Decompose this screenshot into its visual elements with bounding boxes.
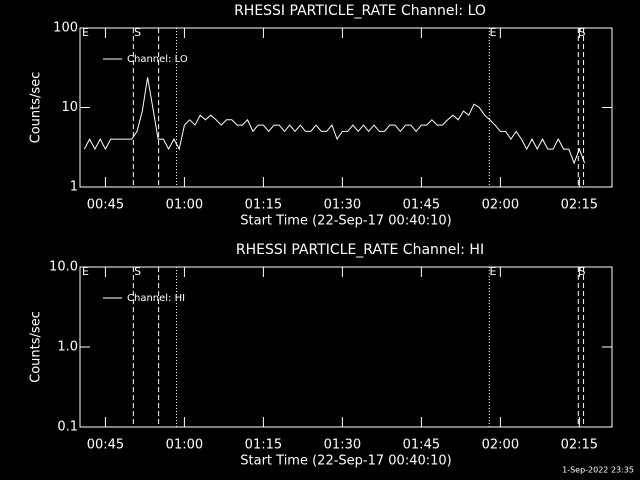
legend-label: Channel: HI	[127, 293, 185, 304]
plot-frame	[79, 27, 613, 188]
y-axis-label: Counts/sec	[29, 311, 44, 383]
x-tick-label: 02:15	[561, 198, 598, 213]
marker-label: E	[490, 265, 497, 278]
marker-label: S	[578, 26, 585, 39]
marker-label: S	[134, 265, 141, 278]
marker-label: E	[82, 265, 89, 278]
y-tick-label: 10.0	[49, 260, 78, 275]
marker-label: E	[490, 26, 497, 39]
x-tick-label: 01:45	[403, 198, 440, 213]
x-axis-label: Start Time (22-Sep-17 00:40:10)	[240, 214, 451, 229]
y-tick-label: 1.0	[57, 340, 78, 355]
x-tick-label: 01:15	[245, 198, 282, 213]
plot-frame	[79, 266, 613, 428]
chart-title: RHESSI PARTICLE_RATE Channel: HI	[236, 242, 484, 258]
y-axis-label: Counts/sec	[29, 72, 44, 144]
y-tick-label: 0.1	[57, 420, 78, 435]
footer: 1-Sep-2022 23:35	[562, 466, 634, 475]
legend-label: Channel: LO	[127, 54, 188, 65]
y-tick-label: 100	[53, 21, 78, 36]
x-tick-label: 01:30	[324, 438, 361, 453]
data-line	[83, 77, 586, 165]
chart-title: RHESSI PARTICLE_RATE Channel: LO	[234, 3, 486, 19]
x-tick-label: 01:00	[166, 198, 203, 213]
x-tick-label: 01:15	[245, 438, 282, 453]
y-tick-label: 1	[70, 180, 78, 195]
x-tick-label: 01:45	[403, 438, 440, 453]
x-tick-label: 02:00	[482, 438, 519, 453]
x-axis-label: Start Time (22-Sep-17 00:40:10)	[240, 454, 451, 469]
x-tick-label: 01:30	[324, 198, 361, 213]
x-tick-label: 00:45	[87, 438, 124, 453]
marker-label: S	[134, 26, 141, 39]
x-tick-label: 02:15	[561, 438, 598, 453]
marker-label: S	[578, 265, 585, 278]
marker-label: E	[82, 26, 89, 39]
x-tick-label: 01:00	[166, 438, 203, 453]
x-tick-label: 00:45	[87, 198, 124, 213]
y-tick-label: 10	[61, 100, 78, 115]
x-tick-label: 02:00	[482, 198, 519, 213]
